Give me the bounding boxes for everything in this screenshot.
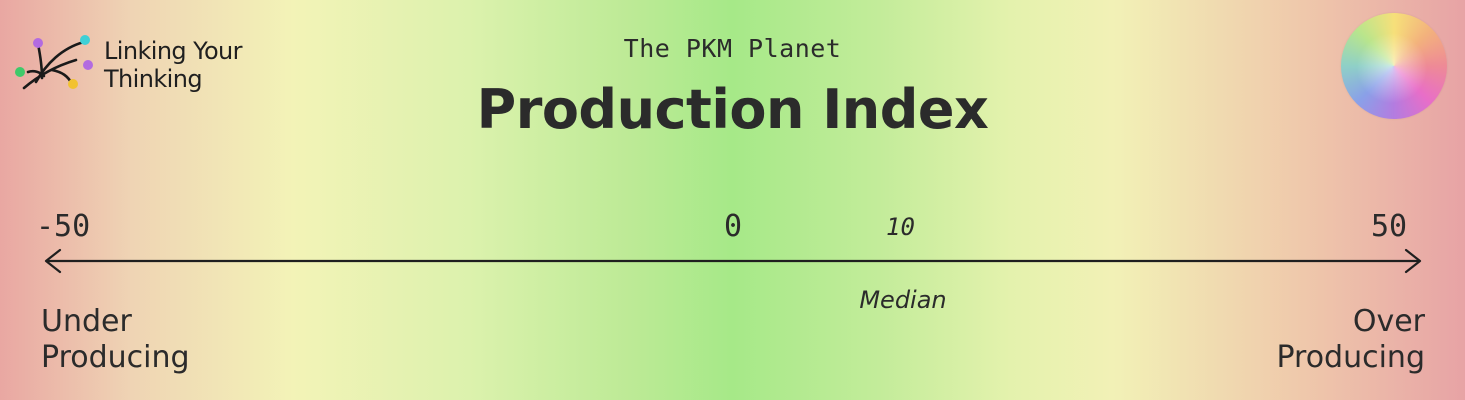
logo-dot (83, 60, 93, 70)
tick-label-max: 50 (1371, 209, 1408, 244)
over-producing-line-2: Producing (1276, 340, 1425, 375)
under-producing-line-2: Producing (41, 340, 190, 375)
logo-text-line-2: Thinking (104, 65, 203, 93)
tick-label-min: -50 (36, 209, 91, 244)
over-producing-label: Over Producing (1276, 304, 1425, 376)
logo-dot (15, 67, 25, 77)
subtitle: The PKM Planet (623, 34, 842, 63)
logo-text-line-1: Linking Your (104, 37, 243, 65)
color-orb-icon (1341, 13, 1447, 119)
logo-mark-icon (15, 35, 93, 90)
linking-your-thinking-logo: Linking Your Thinking (12, 30, 292, 100)
under-producing-label: Under Producing (41, 304, 190, 376)
logo-dot (68, 79, 78, 89)
logo-dot (33, 38, 43, 48)
arrow-left-icon (44, 248, 62, 274)
over-producing-line-1: Over (1352, 304, 1425, 339)
tick-label-median-value: 10 (886, 213, 915, 241)
tick-label-zero: 0 (724, 209, 743, 244)
logo-dot (80, 35, 90, 45)
arrow-right-icon (1404, 248, 1422, 274)
median-label: Median (859, 286, 947, 314)
page-title: Production Index (476, 78, 989, 141)
under-producing-line-1: Under (41, 304, 132, 339)
